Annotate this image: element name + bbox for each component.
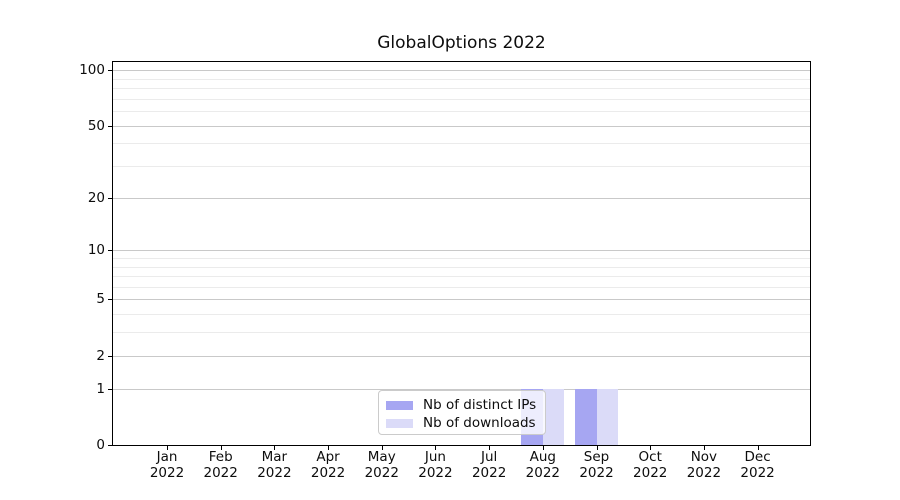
chart-title: GlobalOptions 2022 xyxy=(377,33,546,53)
y-tick-50 xyxy=(108,125,113,127)
gridline-major-1 xyxy=(113,388,810,390)
x-tick-apr xyxy=(328,445,330,450)
y-tick-label-5: 5 xyxy=(96,291,105,308)
gridline-minor-70 xyxy=(113,98,810,100)
x-tick-jun xyxy=(435,445,437,450)
x-tick-label-mar: Mar 2022 xyxy=(257,449,292,481)
gridline-minor-7 xyxy=(113,276,810,278)
bar-sep-downloads xyxy=(596,388,619,445)
x-tick-label-may: May 2022 xyxy=(364,449,399,481)
y-tick-label-10: 10 xyxy=(87,242,105,259)
y-tick-10 xyxy=(108,250,113,252)
gridline-minor-3 xyxy=(113,332,810,334)
gridline-minor-30 xyxy=(113,166,810,168)
gridline-minor-9 xyxy=(113,258,810,259)
y-tick-label-0: 0 xyxy=(96,437,105,453)
gridline-minor-60 xyxy=(113,111,810,113)
gridline-minor-8 xyxy=(113,266,810,268)
legend-label-distinct-ips: Nb of distinct IPs xyxy=(423,397,537,413)
x-tick-label-oct: Oct 2022 xyxy=(633,449,668,481)
y-tick-label-100: 100 xyxy=(79,62,105,79)
x-tick-jul xyxy=(489,445,491,450)
x-tick-may xyxy=(381,445,383,450)
x-tick-label-apr: Apr 2022 xyxy=(310,449,346,481)
x-tick-label-sep: Sep 2022 xyxy=(579,449,614,481)
x-tick-mar xyxy=(274,445,276,450)
legend: Nb of distinct IPs Nb of downloads xyxy=(378,390,546,435)
y-tick-label-1: 1 xyxy=(96,380,105,397)
x-tick-sep xyxy=(596,445,598,450)
plot-area: Nb of distinct IPs Nb of downloads xyxy=(112,61,811,446)
x-tick-label-aug: Aug 2022 xyxy=(525,449,560,481)
y-tick-5 xyxy=(108,299,113,301)
gridline-major-2 xyxy=(113,355,810,357)
y-tick-2 xyxy=(108,355,113,357)
x-tick-nov xyxy=(703,445,705,450)
legend-swatch-downloads xyxy=(386,418,413,428)
gridline-major-50 xyxy=(113,125,810,127)
x-tick-dec xyxy=(757,445,759,450)
y-tick-0 xyxy=(108,445,113,446)
y-tick-label-2: 2 xyxy=(96,347,105,364)
x-tick-label-jun: Jun 2022 xyxy=(418,449,453,481)
x-tick-label-jan: Jan 2022 xyxy=(149,449,185,481)
gridline-minor-4 xyxy=(113,314,810,316)
y-tick-label-50: 50 xyxy=(87,117,105,134)
legend-label-downloads: Nb of downloads xyxy=(423,415,536,431)
gridline-major-20 xyxy=(113,197,810,199)
legend-row-distinct-ips: Nb of distinct IPs xyxy=(386,396,537,414)
gridline-minor-80 xyxy=(113,88,810,90)
gridline-minor-90 xyxy=(113,78,810,80)
gridline-minor-6 xyxy=(113,286,810,288)
x-tick-feb xyxy=(220,445,222,450)
y-tick-100 xyxy=(108,70,113,72)
x-tick-jan xyxy=(167,445,168,450)
x-tick-label-nov: Nov 2022 xyxy=(686,449,722,481)
gridline-major-5 xyxy=(113,299,810,301)
y-tick-1 xyxy=(108,388,113,390)
legend-swatch-distinct-ips xyxy=(386,400,413,410)
gridline-major-100 xyxy=(113,70,810,72)
x-tick-oct xyxy=(650,445,652,450)
x-tick-label-feb: Feb 2022 xyxy=(203,449,238,481)
bar-sep-distinct-ips xyxy=(575,388,597,445)
x-tick-label-jul: Jul 2022 xyxy=(471,449,507,481)
bar-aug-downloads xyxy=(542,388,565,445)
y-tick-20 xyxy=(108,197,113,199)
gridline-minor-40 xyxy=(113,143,810,145)
x-tick-label-dec: Dec 2022 xyxy=(740,449,775,481)
legend-row-downloads: Nb of downloads xyxy=(386,414,537,432)
y-tick-label-20: 20 xyxy=(87,189,105,206)
x-tick-aug xyxy=(542,445,544,450)
gridline-major-10 xyxy=(113,250,810,252)
